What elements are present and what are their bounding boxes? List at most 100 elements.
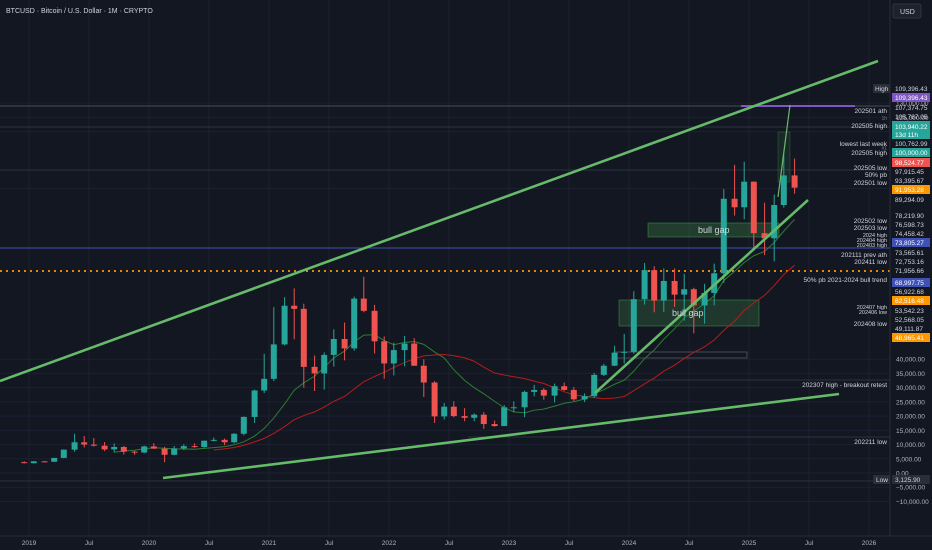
candle-down (690, 289, 697, 306)
candle-up (551, 386, 558, 396)
candle-down (731, 198, 738, 208)
candle-down (540, 389, 547, 396)
candle-up (231, 433, 238, 443)
candle-up (641, 270, 648, 300)
currency-button[interactable] (892, 3, 922, 19)
price-48965: 48,965.41 (895, 335, 924, 342)
label-202505-high: 202505 high (851, 123, 887, 130)
candle-down (81, 442, 88, 445)
price-105787: 105,787.05 (895, 114, 928, 121)
level-annotations: 202501 ath 1h 202505 high lowest last we… (802, 108, 888, 446)
candle-up (30, 461, 37, 464)
y-tick-label: 130,000.00 (896, 101, 929, 108)
price-91953: 91,953.28 (895, 187, 924, 194)
candle-up (501, 407, 508, 427)
price-56922: 56,922.68 (895, 289, 924, 296)
low-value: 3,125.90 (895, 477, 921, 484)
high-tag: High (875, 86, 889, 93)
low-value-box (892, 475, 930, 484)
current-price: 103,940.22 (895, 124, 928, 131)
candle-up (261, 378, 268, 391)
price-74458: 74,458.42 (895, 231, 924, 238)
candle-down (750, 181, 757, 234)
candle-up (711, 273, 718, 293)
price-71956: 71,956.66 (895, 268, 924, 275)
y-tick-label: 125,000.00 (896, 115, 929, 122)
candle-up (141, 446, 148, 453)
price-98524: 98,524.77 (895, 160, 924, 167)
price-98524-box (892, 158, 930, 167)
candle-up (630, 299, 637, 352)
price-53542: 53,542.23 (895, 308, 924, 315)
candle-up (281, 305, 288, 345)
candle-down (341, 339, 348, 349)
candle-up (60, 449, 67, 458)
candle-down (161, 448, 168, 455)
label-50-pb-bull-trend: 50% pb 2021-2024 bull trend (804, 277, 888, 284)
candle-down (651, 270, 658, 301)
candle-up (251, 390, 258, 417)
price-73805: 73,805.27 (895, 240, 924, 247)
x-tick-label: Jul (805, 540, 814, 547)
candle-down (480, 414, 487, 425)
moving-average-green (114, 219, 795, 453)
candle-down (431, 382, 438, 417)
price-76598: 76,598.73 (895, 222, 924, 229)
bull-gap-label-lower: bull gap (672, 308, 704, 318)
candle-up (111, 446, 118, 450)
high-tag-box (873, 84, 890, 93)
candle-down (41, 461, 48, 463)
candle-down (461, 416, 468, 418)
short-trendline (777, 104, 791, 198)
candle-up (201, 440, 208, 447)
candle-up (600, 365, 607, 375)
candle-up (531, 389, 538, 392)
high-value: 109,396.43 (895, 86, 928, 93)
candle-up (180, 446, 187, 449)
label-lowest-last-week: lowest last week (840, 141, 888, 148)
candle-down (420, 365, 427, 383)
label-cluster-top-a: 1h (881, 116, 887, 122)
candle-up (71, 442, 78, 450)
candle-up (660, 280, 667, 301)
x-tick-label: Jul (565, 540, 574, 547)
price-78219: 78,219.90 (895, 213, 924, 220)
label-cluster-top-c: 202505 high (851, 150, 887, 157)
x-tick-label: Jul (685, 540, 694, 547)
candle-up (330, 339, 337, 355)
label-202501-ath: 202501 ath (854, 108, 887, 115)
lower-channel-trendline (162, 392, 840, 480)
candle-down (381, 341, 388, 364)
x-tick-label: Jul (445, 540, 454, 547)
price-93395: 93,395.67 (895, 178, 924, 185)
label-202503-low: 202503 low (854, 225, 888, 232)
y-tick-label: 10,000.00 (896, 442, 925, 449)
price-89294: 89,294.09 (895, 197, 924, 204)
candle-down (791, 175, 798, 188)
label-cluster-mid-a: 2024 high (863, 233, 887, 239)
candle-up (771, 205, 778, 239)
label-cluster-mid-c: 202403 high (857, 243, 887, 249)
trendlines (0, 59, 879, 480)
zones (613, 131, 791, 359)
label-cluster-low-a: 202407 high (857, 305, 887, 311)
candle-down (360, 298, 367, 311)
candles (21, 154, 798, 464)
candle-down (291, 305, 298, 309)
price-97915: 97,915.45 (895, 169, 924, 176)
candle-down (371, 310, 378, 342)
label-cluster-mid-b: 202404 high (857, 238, 887, 244)
time-axis: 2019 Jul 2020 Jul 2021 Jul 2022 Jul 2023 Jul 2024 J… (22, 540, 877, 547)
y-tick-label: 25,000.00 (896, 399, 925, 406)
bull-gap-zone-upper (647, 222, 780, 238)
candle-up (591, 374, 598, 397)
price-tags: High 109,396.43 109,396.43 107,374.75 10… (873, 84, 930, 484)
price-72753: 72,753.16 (895, 259, 924, 266)
label-cluster-low-b: 202406 low (859, 310, 887, 316)
low-tag-box (873, 475, 890, 484)
y-tick-label: 20,000.00 (896, 414, 925, 421)
moving-average-red (213, 264, 795, 451)
price-100762: 100,762.99 (895, 141, 928, 148)
